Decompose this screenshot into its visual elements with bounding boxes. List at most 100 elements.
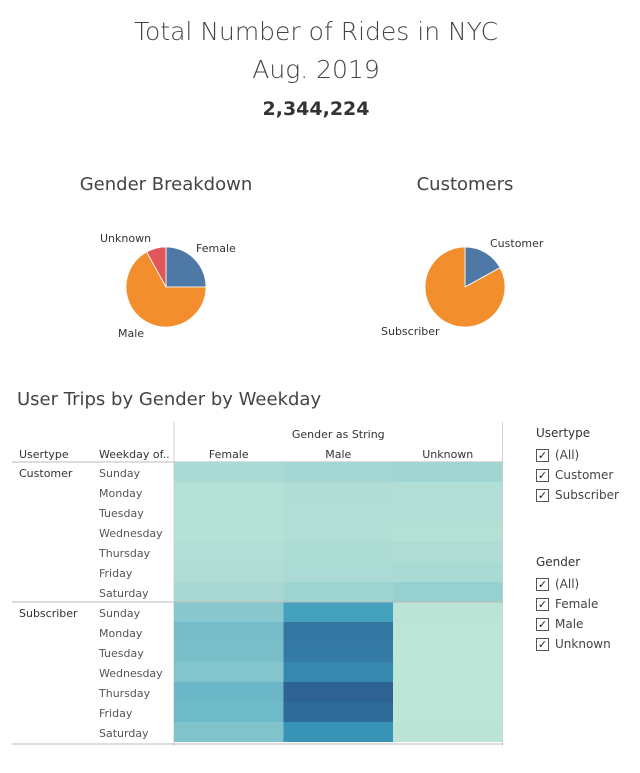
customers-pie-title: Customers	[416, 174, 514, 195]
checkbox-checked-icon[interactable]	[536, 637, 549, 651]
heatmap-cell[interactable]	[393, 542, 503, 562]
page-subtitle: Aug. 2019	[252, 55, 380, 84]
gender-option-unknown[interactable]: Unknown	[536, 634, 619, 654]
option-label: (All)	[555, 448, 580, 462]
row-label-weekday: Friday	[99, 567, 133, 580]
total-rides-count: 2,344,224	[262, 98, 370, 120]
checkbox-checked-icon[interactable]	[536, 597, 549, 611]
usertype-option-customer[interactable]: Customer	[536, 465, 619, 485]
pie-slice-customer[interactable]	[464, 246, 501, 288]
heatmap-cell[interactable]	[174, 702, 284, 722]
checkbox-checked-icon[interactable]	[536, 488, 549, 502]
heatmap-cell[interactable]	[283, 522, 394, 542]
pie-slice-female[interactable]	[165, 246, 207, 288]
heatmap-cell[interactable]	[174, 462, 284, 482]
option-label: Customer	[555, 468, 614, 482]
usertype-option-subscriber[interactable]: Subscriber	[536, 485, 619, 505]
row-label-weekday: Tuesday	[98, 647, 144, 660]
row-label-weekday: Sunday	[99, 607, 141, 620]
pie-label-customer: Customer	[490, 237, 544, 250]
gender-filter: Gender (All) Female Male Unknown	[536, 555, 619, 654]
row-label-weekday: Saturday	[99, 587, 149, 600]
usertype-option-all[interactable]: (All)	[536, 445, 619, 465]
row-label-weekday: Thursday	[98, 547, 151, 560]
heatmap-chart[interactable]: Gender as String Usertype Weekday of.. Fema…	[12, 420, 508, 750]
option-label: Unknown	[555, 637, 611, 651]
heatmap-cell[interactable]	[393, 562, 503, 582]
heatmap-cell[interactable]	[393, 642, 503, 662]
heatmap-cell[interactable]	[283, 622, 394, 642]
checkbox-checked-icon[interactable]	[536, 448, 549, 462]
row-header-usertype: Usertype	[19, 448, 69, 461]
heatmap-cell[interactable]	[174, 602, 284, 622]
heatmap-cell[interactable]	[174, 622, 284, 642]
heatmap-cell[interactable]	[393, 682, 503, 702]
heatmap-cell[interactable]	[283, 462, 394, 482]
checkbox-checked-icon[interactable]	[536, 577, 549, 591]
heatmap-cell[interactable]	[393, 522, 503, 542]
gender-pie-title: Gender Breakdown	[79, 174, 253, 195]
heatmap-cell[interactable]	[393, 602, 503, 622]
row-label-weekday: Wednesday	[99, 667, 163, 680]
page-title: Total Number of Rides in NYC	[133, 17, 499, 46]
row-label-weekday: Saturday	[99, 727, 149, 740]
customers-pie-chart[interactable]: Customer Subscriber	[370, 226, 560, 350]
heatmap-cell[interactable]	[174, 582, 284, 602]
gender-filter-title: Gender	[536, 555, 581, 569]
heatmap-cell[interactable]	[393, 702, 503, 722]
heatmap-cell[interactable]	[174, 502, 284, 522]
heatmap-cell[interactable]	[174, 642, 284, 662]
heatmap-cell[interactable]	[174, 662, 284, 682]
heatmap-cell[interactable]	[174, 522, 284, 542]
option-label: (All)	[555, 577, 580, 591]
heatmap-cell[interactable]	[283, 662, 394, 682]
heatmap-cell[interactable]	[174, 682, 284, 702]
gender-option-male[interactable]: Male	[536, 614, 619, 634]
gender-option-female[interactable]: Female	[536, 594, 619, 614]
heatmap-cell[interactable]	[283, 602, 394, 622]
gender-option-all[interactable]: (All)	[536, 574, 619, 594]
filters-panel: Usertype (All) Customer Subscriber Gende…	[536, 426, 619, 654]
heatmap-cell[interactable]	[174, 722, 284, 742]
heatmap-cell[interactable]	[393, 662, 503, 682]
pie-slice-unknown[interactable]	[146, 246, 167, 288]
row-label-weekday: Tuesday	[98, 507, 144, 520]
row-label-weekday: Thursday	[98, 687, 151, 700]
heatmap-cell[interactable]	[393, 502, 503, 522]
heatmap-cell[interactable]	[283, 702, 394, 722]
heatmap-cell[interactable]	[283, 502, 394, 522]
row-group-customer: Customer	[19, 467, 73, 480]
heatmap-cell[interactable]	[174, 542, 284, 562]
heatmap-cell[interactable]	[283, 542, 394, 562]
heatmap-cell[interactable]	[283, 682, 394, 702]
column-header-male: Male	[325, 448, 351, 461]
row-header-weekday: Weekday of..	[99, 448, 170, 461]
heatmap-cell[interactable]	[283, 562, 394, 582]
gender-pie-chart[interactable]: Female Male Unknown	[96, 226, 256, 350]
heatmap-cell[interactable]	[283, 642, 394, 662]
pie-slice-subscriber[interactable]	[424, 246, 506, 328]
heatmap-cell[interactable]	[174, 562, 284, 582]
pie-label-unknown: Unknown	[100, 232, 151, 245]
heatmap-cell[interactable]	[393, 462, 503, 482]
heatmap-cell[interactable]	[393, 582, 503, 602]
heatmap-cell[interactable]	[393, 722, 503, 742]
heatmap-cell[interactable]	[283, 722, 394, 742]
heatmap-cell[interactable]	[393, 622, 503, 642]
row-label-weekday: Friday	[99, 707, 133, 720]
heatmap-cell[interactable]	[393, 482, 503, 502]
pie-label-male: Male	[118, 327, 144, 340]
column-group-header: Gender as String	[292, 428, 385, 441]
row-label-weekday: Sunday	[99, 467, 141, 480]
checkbox-checked-icon[interactable]	[536, 468, 549, 482]
heatmap-cell[interactable]	[283, 482, 394, 502]
column-header-female: Female	[209, 448, 249, 461]
row-label-weekday: Wednesday	[99, 527, 163, 540]
checkbox-checked-icon[interactable]	[536, 617, 549, 631]
heatmap-cell[interactable]	[283, 582, 394, 602]
pie-slice-male[interactable]	[125, 251, 207, 328]
pie-label-female: Female	[196, 242, 236, 255]
row-group-subscriber: Subscriber	[19, 607, 78, 620]
heatmap-cell[interactable]	[174, 482, 284, 502]
option-label: Female	[555, 597, 599, 611]
